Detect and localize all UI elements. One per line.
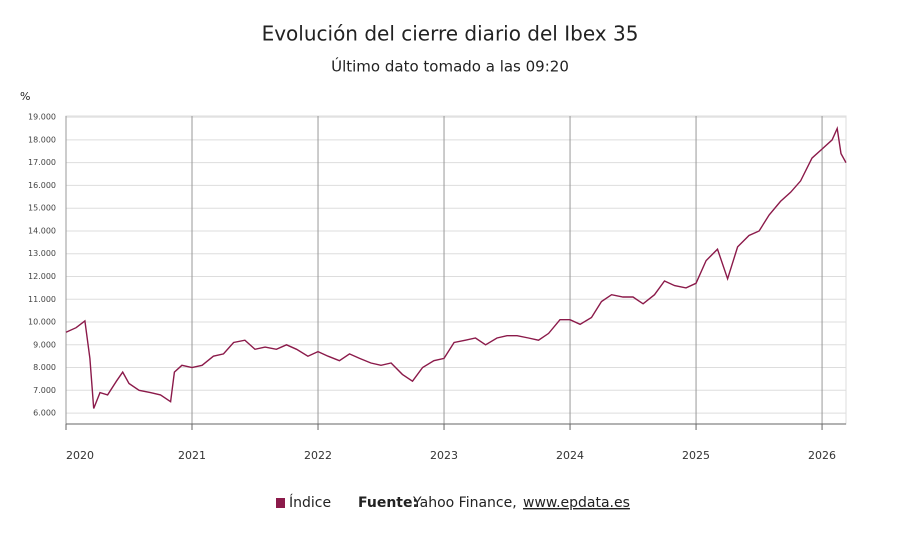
y-tick-label: 9.000	[33, 340, 56, 349]
y-tick-label: 8.000	[33, 363, 56, 372]
y-tick-label: 19.000	[28, 113, 56, 122]
chart-title: Evolución del cierre diario del Ibex 35	[262, 22, 639, 46]
x-tick-label: 2023	[430, 449, 458, 462]
y-unit: %	[20, 90, 30, 103]
plot-area	[65, 115, 847, 425]
y-tick-label: 12.000	[28, 272, 56, 281]
x-tick-label: 2026	[808, 449, 836, 462]
legend-label: Índice	[289, 494, 331, 511]
x-tick-label: 2021	[178, 449, 206, 462]
x-tick-label: 2022	[304, 449, 332, 462]
y-tick-label: 15.000	[28, 204, 56, 213]
y-tick-label: 10.000	[28, 318, 56, 327]
chart-subtitle: Último dato tomado a las 09:20	[331, 57, 569, 76]
y-tick-label: 6.000	[33, 409, 56, 418]
y-tick-label: 18.000	[28, 135, 56, 144]
x-tick-label: 2020	[66, 449, 94, 462]
source-label: Fuente:	[358, 495, 418, 511]
y-tick-label: 7.000	[33, 386, 56, 395]
source-text: Yahoo Finance,	[412, 495, 517, 511]
y-tick-label: 16.000	[28, 181, 56, 190]
legend-swatch	[276, 498, 285, 508]
y-tick-label: 17.000	[28, 158, 56, 167]
line-series	[65, 126, 847, 409]
y-tick-label: 13.000	[28, 249, 56, 258]
x-tick-label: 2025	[682, 449, 710, 462]
y-tick-label: 14.000	[28, 226, 56, 235]
x-tick-label: 2024	[556, 449, 584, 462]
source-link[interactable]: www.epdata.es	[523, 495, 630, 511]
y-tick-label: 11.000	[28, 295, 56, 304]
